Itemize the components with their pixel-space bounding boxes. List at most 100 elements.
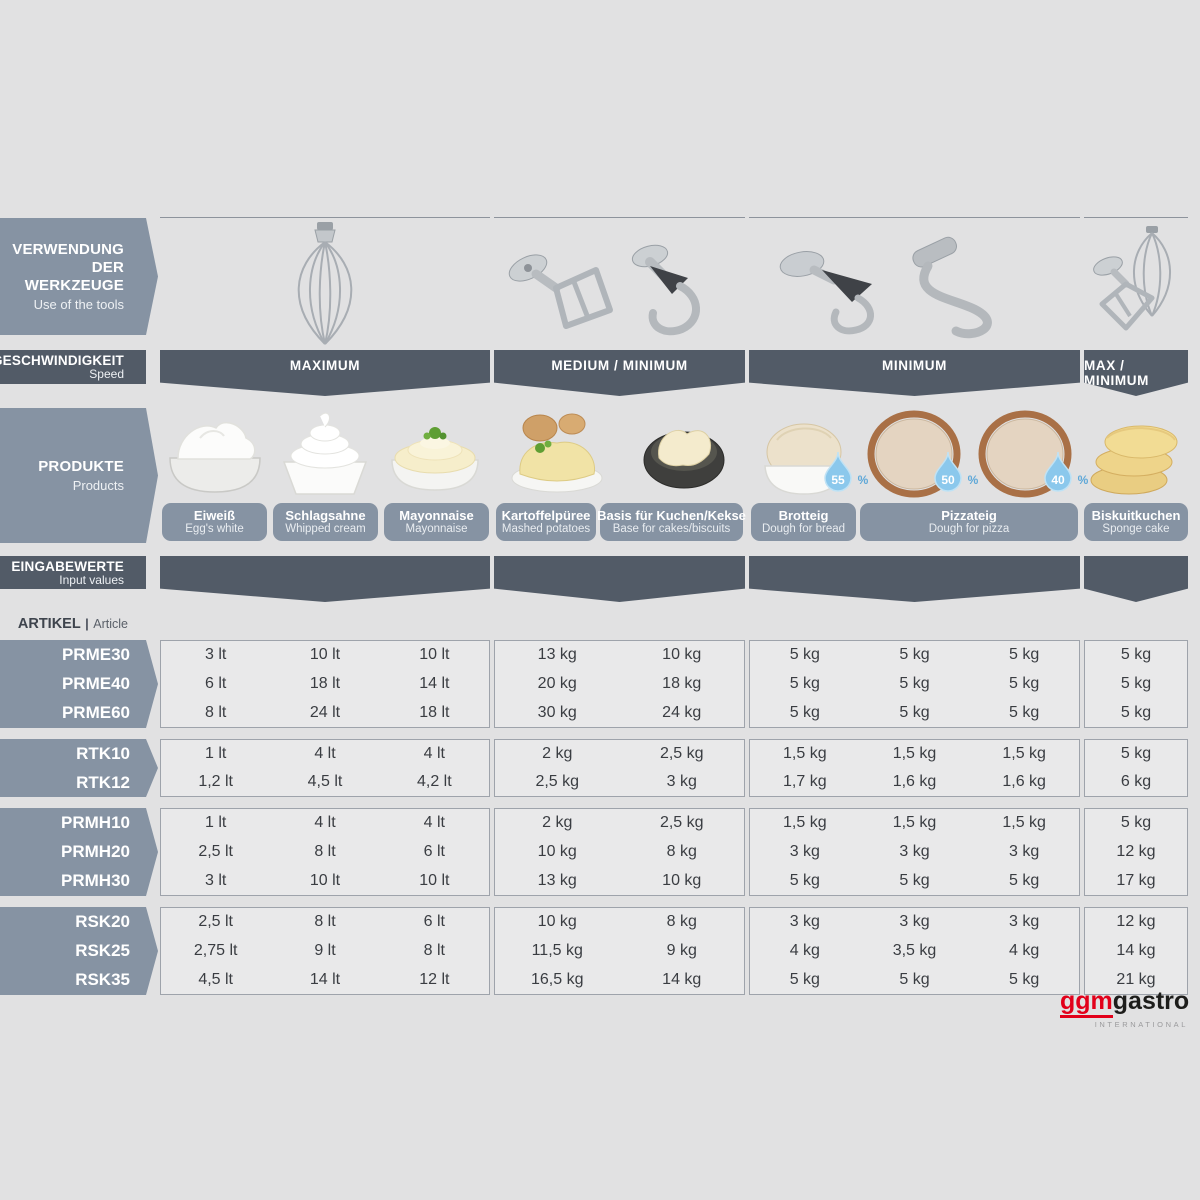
data-cell: 5 kg bbox=[789, 646, 820, 664]
flat-beater-and-dough-hook-icon bbox=[500, 226, 740, 346]
sponge-cake-image bbox=[1081, 404, 1191, 504]
whisk-and-flat-beater-icon bbox=[1086, 226, 1188, 346]
product-pill-mayonnaise: Mayonnaise Mayonnaise bbox=[384, 503, 489, 541]
data-cell: 3 lt bbox=[204, 871, 227, 889]
percent-sign: % bbox=[858, 473, 869, 487]
data-cell: 1,5 kg bbox=[783, 814, 827, 832]
data-cell: 5 kg bbox=[789, 674, 820, 692]
data-cell: 5 kg bbox=[899, 970, 930, 988]
bread-dough-image bbox=[749, 404, 859, 504]
tools-header: VERWENDUNG DER WERKZEUGE Use of the tool… bbox=[0, 218, 158, 335]
data-cell: 10 kg bbox=[662, 871, 702, 889]
data-cell: 5 kg bbox=[789, 970, 820, 988]
data-cell: 5 kg bbox=[1009, 970, 1040, 988]
product-name-en: Mashed potatoes bbox=[501, 523, 591, 535]
data-cell: 5 kg bbox=[789, 703, 820, 721]
data-cell: 11,5 kg bbox=[531, 941, 583, 959]
data-cell: 13 kg bbox=[537, 646, 577, 664]
speed-bar-label: MINIMUM bbox=[882, 358, 947, 373]
product-pill-brotteig: Brotteig Dough for bread bbox=[751, 503, 856, 541]
product-pill-kartoffelpueree: Kartoffelpüree Mashed potatoes bbox=[496, 503, 596, 541]
data-cell: 21 kg bbox=[1116, 970, 1156, 988]
article-label: RSK25 bbox=[75, 940, 130, 960]
tools-divider-line bbox=[749, 217, 1080, 218]
data-cell: 4,5 lt bbox=[198, 970, 233, 988]
product-name-en: Dough for pizza bbox=[928, 523, 1010, 535]
data-cell: 18 kg bbox=[662, 674, 702, 692]
data-cell: 10 lt bbox=[309, 871, 341, 889]
article-caption: ARTIKEL | Article bbox=[0, 615, 128, 633]
data-cell: 4,5 lt bbox=[307, 773, 343, 790]
water-droplet-55-icon: 55 % bbox=[822, 450, 874, 494]
water-droplet-50-icon: 50 % bbox=[932, 450, 984, 494]
product-name-de: Mayonnaise bbox=[399, 508, 474, 523]
product-name-de: Schlagsahne bbox=[285, 508, 366, 523]
egg-white-image bbox=[160, 404, 270, 504]
data-cell: 10 kg bbox=[662, 646, 702, 664]
tools-divider-line bbox=[160, 217, 490, 218]
data-box: 1 lt 4 lt 4 lt 1,2 lt 4,5 lt 4,2 lt bbox=[160, 739, 490, 797]
products-header: PRODUKTE Products bbox=[0, 408, 158, 543]
speed-bar-max-minimum: MAX / MINIMUM bbox=[1084, 350, 1188, 396]
data-cell: 10 lt bbox=[419, 871, 450, 889]
data-cell: 10 lt bbox=[419, 646, 450, 664]
data-cell: 5 kg bbox=[1120, 703, 1152, 721]
data-cell: 2 kg bbox=[542, 814, 573, 832]
water-percent-value: 55 bbox=[831, 473, 845, 487]
product-name-en: Dough for bread bbox=[761, 523, 846, 535]
logo-ggm-text: ggm bbox=[1060, 988, 1113, 1018]
product-name-en: Sponge cake bbox=[1102, 523, 1170, 535]
data-cell: 4 lt bbox=[314, 745, 336, 762]
data-cell: 2,5 kg bbox=[659, 814, 704, 832]
data-cell: 2,5 lt bbox=[198, 913, 233, 931]
data-cell: 14 kg bbox=[1116, 941, 1156, 959]
data-cell: 1,6 kg bbox=[892, 773, 937, 790]
data-cell: 3 kg bbox=[666, 773, 697, 790]
product-name-de: Brotteig bbox=[778, 508, 829, 523]
data-cell: 4 lt bbox=[423, 814, 445, 832]
products-header-title: PRODUKTE bbox=[38, 458, 124, 475]
products-header-subtitle: Products bbox=[72, 478, 124, 493]
data-cell: 2,5 lt bbox=[198, 842, 233, 860]
data-box: 3 lt 10 lt 10 lt 6 lt 18 lt 14 lt 8 lt 24 lt 18 … bbox=[160, 640, 490, 728]
logo-wordmark: ggmgastro bbox=[1060, 988, 1189, 1018]
data-cell: 12 lt bbox=[419, 970, 450, 988]
data-box: 12 kg 14 kg 21 kg bbox=[1084, 907, 1188, 995]
product-name-en: Mayonnaise bbox=[405, 523, 468, 535]
data-cell: 3 kg bbox=[899, 913, 930, 931]
pizza-dough-50-image bbox=[859, 404, 969, 504]
data-cell: 3,5 kg bbox=[892, 941, 937, 959]
article-label: RSK20 bbox=[75, 911, 130, 931]
mashed-potatoes-image bbox=[502, 404, 612, 504]
data-box: 5 kg 12 kg 17 kg bbox=[1084, 808, 1188, 896]
article-caption-divider: | bbox=[85, 616, 89, 631]
product-pill-pizzateig: Pizzateig Dough for pizza bbox=[860, 503, 1078, 541]
input-values-bar bbox=[494, 556, 745, 602]
article-band: PRMH10 PRMH20 PRMH30 bbox=[0, 808, 158, 896]
data-cell: 5 kg bbox=[1120, 745, 1152, 762]
article-label: RSK35 bbox=[75, 970, 130, 990]
data-cell: 8 lt bbox=[314, 913, 336, 931]
product-pill-basis-kuchen-kekse: Basis für Kuchen/Kekse Base for cakes/bi… bbox=[597, 503, 746, 541]
data-cell: 5 kg bbox=[899, 703, 930, 721]
speed-bar-maximum: MAXIMUM bbox=[160, 350, 490, 396]
data-cell: 3 kg bbox=[1009, 913, 1040, 931]
data-cell: 5 kg bbox=[1009, 646, 1040, 664]
data-cell: 1,6 kg bbox=[1002, 773, 1046, 790]
data-box: 13 kg 10 kg 20 kg 18 kg 30 kg 24 kg bbox=[494, 640, 745, 728]
data-cell: 12 kg bbox=[1116, 842, 1156, 860]
percent-sign: % bbox=[1078, 473, 1089, 487]
article-band: RSK20 RSK25 RSK35 bbox=[0, 907, 158, 995]
article-label: PRMH10 bbox=[61, 812, 130, 832]
data-cell: 8 lt bbox=[423, 941, 445, 959]
dough-hook-and-spiral-hook-icon bbox=[762, 228, 1072, 346]
data-cell: 8 lt bbox=[204, 703, 227, 721]
product-name-en: Whipped cream bbox=[285, 523, 366, 535]
product-name-de: Basis für Kuchen/Kekse bbox=[597, 508, 746, 523]
product-name-de: Eiweiß bbox=[193, 508, 236, 523]
data-cell: 2 kg bbox=[542, 745, 573, 762]
article-label: PRME30 bbox=[61, 644, 130, 664]
data-cell: 14 lt bbox=[309, 970, 341, 988]
input-values-header-subtitle: Input values bbox=[59, 572, 124, 587]
data-box: 2,5 lt 8 lt 6 lt 2,75 lt 9 lt 8 lt 4,5 lt 14 lt… bbox=[160, 907, 490, 995]
